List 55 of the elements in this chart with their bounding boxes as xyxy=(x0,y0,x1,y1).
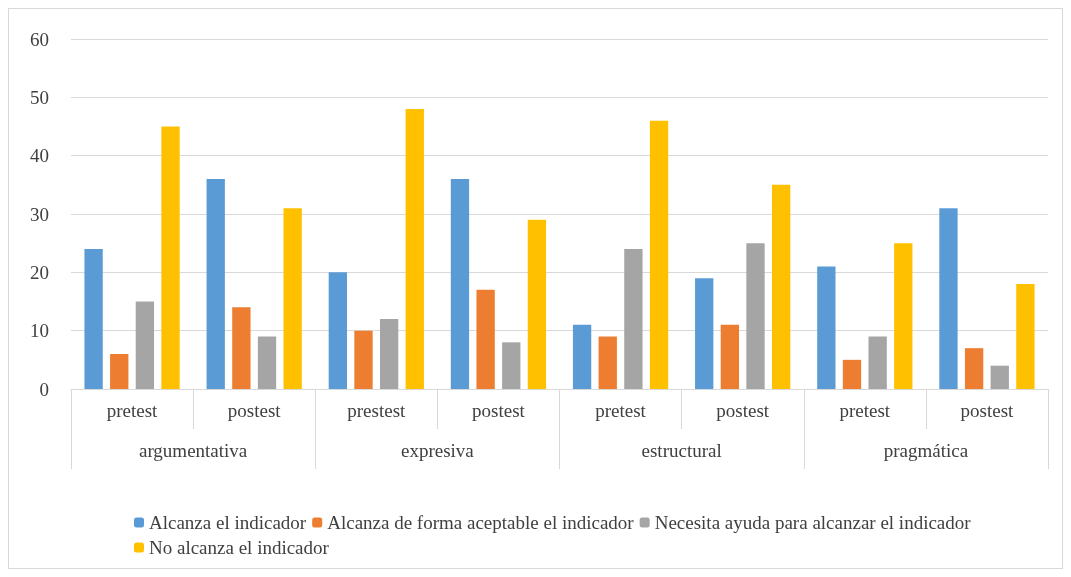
bar xyxy=(964,348,984,389)
bar xyxy=(232,307,251,389)
x-tick-label: postest xyxy=(716,400,770,421)
bar xyxy=(649,120,669,389)
text: estructural xyxy=(641,440,722,461)
bar xyxy=(939,208,958,389)
x-tick-label: pretest xyxy=(106,400,159,421)
x-tick-label: prestest xyxy=(347,400,407,421)
bar xyxy=(868,336,887,389)
bar xyxy=(379,319,399,389)
x-tick-label: postest xyxy=(227,400,282,421)
x-tick-label: postest xyxy=(472,400,526,421)
bar xyxy=(746,243,765,389)
bar xyxy=(110,354,129,389)
y-tick-label: 30 xyxy=(30,203,49,225)
bar xyxy=(527,219,547,389)
y-tick-label: 0 xyxy=(39,378,49,400)
y-tick-label: 40 xyxy=(30,145,49,167)
bar xyxy=(450,179,470,389)
legend-label: No alcanza el indicador xyxy=(149,537,330,558)
bar xyxy=(695,278,714,389)
y-tick-label: 20 xyxy=(30,261,49,283)
bar xyxy=(283,208,302,389)
bar xyxy=(842,359,862,389)
bar xyxy=(772,184,791,389)
bar xyxy=(572,324,592,389)
bar xyxy=(598,336,617,389)
bar xyxy=(354,330,373,389)
x-tick-label: pretest xyxy=(839,400,891,421)
x-tick-label: postest xyxy=(960,400,1015,421)
bar xyxy=(720,324,740,389)
legend-label: Necesita ayuda para alcanzar el indicador xyxy=(654,512,972,533)
bar xyxy=(328,272,347,389)
bar xyxy=(161,126,180,389)
bar xyxy=(84,249,103,389)
legend-label: Alcanza el indicador xyxy=(149,512,307,533)
bar xyxy=(817,266,836,389)
y-tick-label: 10 xyxy=(30,320,49,342)
bar xyxy=(135,301,155,389)
bar xyxy=(1016,284,1035,389)
bar xyxy=(894,243,913,389)
bar xyxy=(502,342,521,389)
y-tick-label: 50 xyxy=(30,86,49,108)
x-tick-label: pretest xyxy=(595,400,647,421)
bar xyxy=(476,289,495,389)
text: expresiva xyxy=(400,440,475,461)
text: argumentativa xyxy=(138,440,248,461)
bar xyxy=(405,109,424,389)
y-tick-label: 60 xyxy=(30,28,49,50)
bar xyxy=(624,249,643,389)
bar xyxy=(990,365,1009,389)
bar xyxy=(257,336,277,389)
text: pragmática xyxy=(883,440,969,461)
legend-label: Alcanza de forma aceptable el indicador xyxy=(327,512,635,533)
bar xyxy=(206,179,225,389)
